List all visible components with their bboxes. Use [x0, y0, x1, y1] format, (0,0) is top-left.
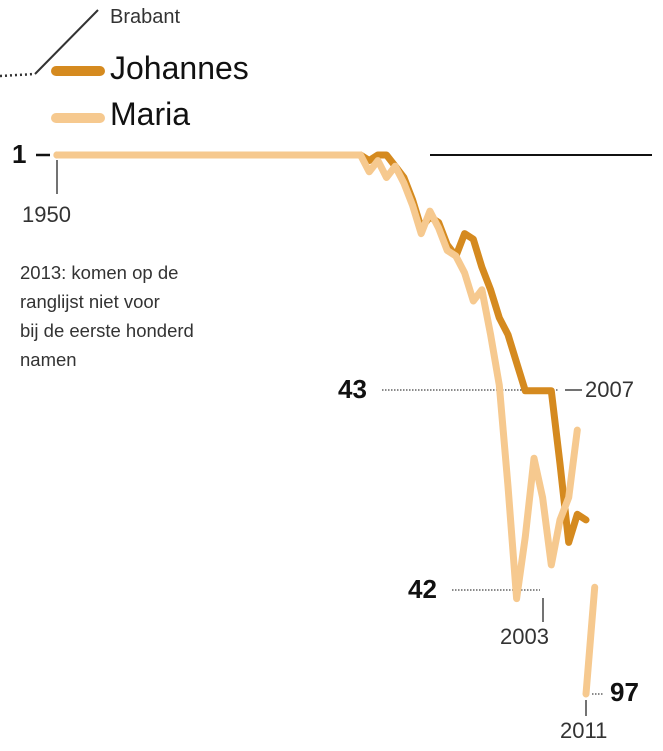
legend-region-swatch	[0, 9, 99, 78]
johannes-rank-label: 43	[338, 374, 367, 404]
y-start-label: 1	[12, 139, 27, 169]
maria-rank-label: 42	[408, 574, 437, 604]
series-line-johannes	[53, 151, 590, 546]
legend-region-label: Brabant	[110, 6, 181, 28]
series-segment-maria	[582, 583, 599, 698]
series-line-maria	[53, 151, 581, 603]
legend-label-maria: Maria	[110, 96, 191, 132]
johannes-year-label: 2007	[585, 377, 634, 402]
maria-last-year-label: 2011	[560, 718, 608, 743]
note-line: 2013: komen op de	[20, 262, 179, 283]
legend-label-johannes: Johannes	[110, 50, 249, 86]
x-start-label: 1950	[22, 202, 71, 227]
note-line: bij de eerste honderd	[20, 320, 194, 341]
maria-last-rank-label: 97	[610, 677, 639, 707]
note-text: 2013: komen op de ranglijst niet voor bi…	[20, 258, 270, 374]
note-line: namen	[20, 349, 77, 370]
note-line: ranglijst niet voor	[20, 291, 160, 312]
maria-year-label: 2003	[500, 624, 549, 649]
